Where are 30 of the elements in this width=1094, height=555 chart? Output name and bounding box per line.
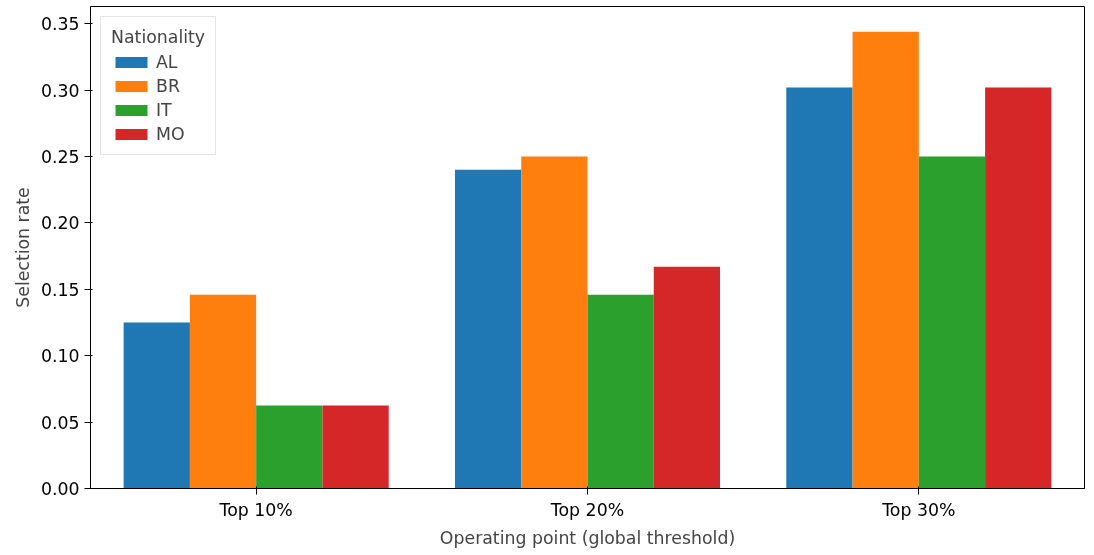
x-tick-label: Top 20%	[549, 499, 625, 520]
bar	[587, 294, 654, 489]
x-axis-title: Operating point (global threshold)	[439, 527, 736, 548]
bar	[786, 87, 853, 489]
bar	[653, 266, 721, 489]
bar	[454, 169, 522, 489]
bar	[256, 405, 323, 489]
y-tick-label: 0.05	[40, 412, 80, 433]
legend-label: AL	[156, 52, 178, 72]
y-tick-label: 0.00	[40, 479, 80, 499]
bar	[521, 156, 588, 489]
x-tick-label: Top 10%	[218, 499, 293, 520]
legend-label: BR	[156, 76, 180, 96]
y-tick-label: 0.25	[40, 147, 80, 168]
y-tick-label: 0.30	[40, 80, 80, 101]
legend-title: Nationality	[111, 27, 206, 47]
y-tick-label: 0.20	[40, 213, 80, 234]
legend-label: IT	[156, 100, 173, 120]
bar	[189, 294, 257, 489]
bar	[852, 31, 919, 489]
bar	[918, 156, 986, 489]
y-tick-label: 0.15	[40, 279, 80, 300]
legend-label: MO	[156, 124, 185, 144]
y-tick-label: 0.35	[40, 14, 80, 35]
y-axis-title: Selection rate	[12, 187, 33, 308]
y-tick-label: 0.10	[40, 346, 80, 367]
x-tick-label: Top 30%	[881, 499, 956, 520]
bar	[123, 322, 190, 489]
bar	[322, 405, 389, 489]
bar	[985, 87, 1052, 489]
